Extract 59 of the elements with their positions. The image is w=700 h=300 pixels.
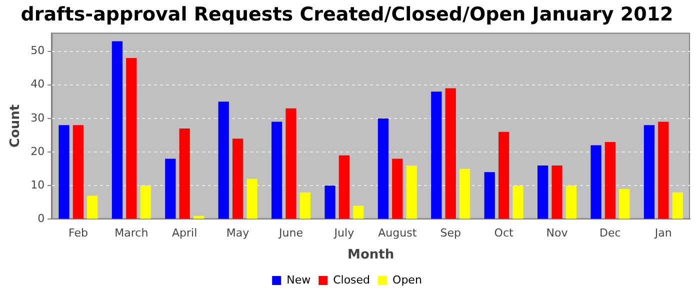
x-tick-label: August bbox=[378, 226, 418, 240]
bar bbox=[512, 186, 524, 219]
bar bbox=[566, 186, 577, 219]
bar bbox=[140, 186, 151, 219]
chart-title: drafts-approval Requests Created/Closed/Open January 2012 bbox=[20, 3, 674, 26]
bar bbox=[590, 145, 602, 219]
x-tick-label: March bbox=[114, 226, 148, 240]
bar bbox=[232, 138, 244, 219]
x-tick-label: July bbox=[333, 226, 355, 240]
bar bbox=[431, 92, 442, 219]
bar bbox=[300, 192, 311, 219]
bar bbox=[338, 155, 350, 219]
bar bbox=[126, 58, 137, 219]
x-tick-label: Dec bbox=[600, 226, 621, 240]
bar bbox=[165, 158, 176, 219]
bar bbox=[406, 165, 417, 219]
y-tick-label: 0 bbox=[38, 212, 45, 226]
x-axis-title: Month bbox=[348, 248, 394, 263]
x-tick-label: May bbox=[226, 226, 250, 240]
y-axis-title: Count bbox=[8, 104, 24, 148]
y-tick-label: 50 bbox=[30, 44, 45, 58]
bar bbox=[112, 41, 123, 219]
bar bbox=[179, 128, 190, 219]
bar bbox=[644, 125, 655, 219]
x-tick-label: Sep bbox=[440, 226, 461, 240]
bar bbox=[445, 88, 456, 219]
y-tick-label: 40 bbox=[30, 78, 45, 91]
bar bbox=[392, 158, 403, 219]
bar bbox=[484, 172, 495, 219]
bar bbox=[537, 165, 548, 219]
bar bbox=[378, 118, 389, 219]
bar bbox=[604, 142, 616, 219]
x-tick-label: April bbox=[172, 226, 198, 240]
y-tick-label: 30 bbox=[30, 111, 45, 124]
y-tick-label: 10 bbox=[30, 178, 45, 192]
x-tick-label: Nov bbox=[546, 226, 568, 240]
x-tick-label: Feb bbox=[68, 226, 88, 240]
legend-label: Open bbox=[392, 273, 422, 286]
y-tick-label: 20 bbox=[30, 144, 45, 158]
bar bbox=[498, 132, 510, 219]
bar bbox=[72, 125, 84, 219]
bar bbox=[619, 188, 630, 219]
bar bbox=[87, 196, 98, 219]
bar bbox=[672, 192, 683, 219]
bar bbox=[58, 125, 70, 219]
bar bbox=[459, 168, 470, 219]
x-tick-label: Jan bbox=[654, 226, 672, 240]
bar bbox=[246, 178, 258, 219]
bar bbox=[552, 165, 562, 219]
bar bbox=[286, 108, 296, 219]
legend-label: Closed bbox=[333, 273, 370, 286]
x-tick-label: Oct bbox=[494, 226, 514, 240]
bar bbox=[218, 102, 229, 219]
bar bbox=[658, 122, 669, 219]
bar bbox=[271, 122, 282, 219]
bar bbox=[324, 186, 336, 219]
x-tick-label: June bbox=[278, 226, 304, 240]
legend-label: New bbox=[286, 273, 311, 286]
bar bbox=[353, 206, 364, 219]
